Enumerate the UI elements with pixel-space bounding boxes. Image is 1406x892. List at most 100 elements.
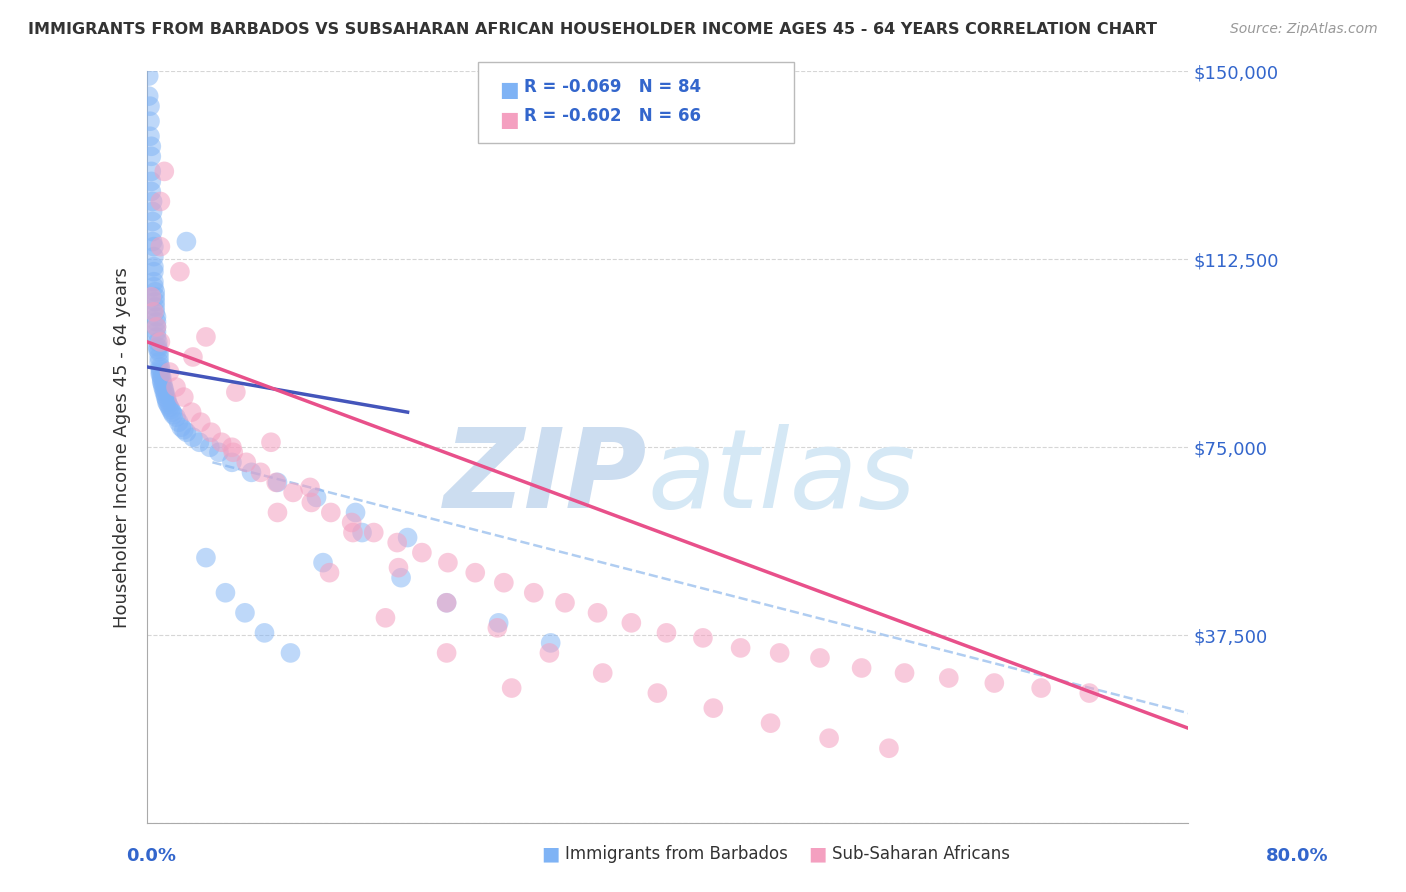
Point bbox=[142, 214, 165, 228]
Point bbox=[138, 89, 160, 103]
Point bbox=[159, 365, 181, 379]
Text: ■: ■ bbox=[808, 845, 827, 863]
Point bbox=[143, 300, 166, 314]
Point bbox=[146, 340, 169, 354]
Point bbox=[702, 701, 724, 715]
Point bbox=[149, 194, 172, 209]
Point bbox=[176, 235, 198, 249]
Point bbox=[143, 294, 166, 309]
Point bbox=[173, 423, 195, 437]
Point bbox=[437, 556, 460, 570]
Point bbox=[142, 275, 165, 289]
Point bbox=[155, 387, 177, 401]
Point bbox=[851, 661, 873, 675]
Point bbox=[893, 665, 915, 680]
Text: Sub-Saharan Africans: Sub-Saharan Africans bbox=[832, 846, 1011, 863]
Point bbox=[142, 235, 165, 249]
Point bbox=[523, 586, 546, 600]
Point bbox=[620, 615, 643, 630]
Point bbox=[142, 239, 165, 253]
Point bbox=[538, 646, 561, 660]
Point bbox=[1031, 681, 1053, 695]
Point bbox=[240, 466, 263, 480]
Point bbox=[436, 596, 458, 610]
Point bbox=[655, 625, 678, 640]
Point bbox=[249, 466, 271, 480]
Point bbox=[149, 368, 172, 382]
Point bbox=[139, 114, 162, 128]
Point bbox=[225, 385, 247, 400]
Point bbox=[769, 646, 792, 660]
Point bbox=[266, 475, 288, 490]
Point bbox=[141, 139, 163, 153]
Text: ■: ■ bbox=[499, 110, 519, 129]
Point bbox=[145, 330, 167, 344]
Point bbox=[142, 260, 165, 274]
Point bbox=[162, 408, 184, 422]
Point bbox=[153, 383, 176, 397]
Point bbox=[165, 380, 187, 394]
Point bbox=[983, 676, 1005, 690]
Point bbox=[299, 495, 322, 509]
Point bbox=[159, 400, 181, 414]
Point bbox=[436, 646, 458, 660]
Point bbox=[142, 265, 165, 279]
Point bbox=[253, 625, 276, 640]
Point bbox=[877, 741, 900, 756]
Point bbox=[389, 571, 412, 585]
Point bbox=[214, 586, 236, 600]
Y-axis label: Householder Income Ages 45 - 64 years: Householder Income Ages 45 - 64 years bbox=[114, 267, 131, 628]
Point bbox=[260, 435, 283, 450]
Point bbox=[233, 606, 256, 620]
Point bbox=[141, 290, 163, 304]
Point bbox=[342, 525, 364, 540]
Point bbox=[488, 615, 510, 630]
Point bbox=[344, 506, 367, 520]
Point bbox=[352, 525, 374, 540]
Point bbox=[374, 611, 396, 625]
Point bbox=[411, 546, 433, 560]
Point bbox=[149, 365, 172, 379]
Point bbox=[169, 265, 191, 279]
Point bbox=[173, 390, 195, 404]
Point bbox=[142, 225, 165, 239]
Point bbox=[141, 174, 163, 188]
Point bbox=[188, 435, 211, 450]
Point bbox=[1078, 686, 1101, 700]
Point bbox=[181, 350, 204, 364]
Text: Source: ZipAtlas.com: Source: ZipAtlas.com bbox=[1230, 22, 1378, 37]
Point bbox=[194, 330, 217, 344]
Point bbox=[305, 491, 328, 505]
Text: ■: ■ bbox=[541, 845, 560, 863]
Point bbox=[176, 425, 198, 440]
Point bbox=[208, 445, 231, 459]
Point bbox=[319, 506, 342, 520]
Point bbox=[492, 575, 515, 590]
Point bbox=[146, 334, 169, 349]
Point bbox=[298, 480, 321, 494]
Point bbox=[152, 377, 174, 392]
Text: ZIP: ZIP bbox=[443, 424, 647, 531]
Point bbox=[145, 319, 167, 334]
Point bbox=[143, 305, 166, 319]
Point bbox=[150, 370, 173, 384]
Point bbox=[170, 420, 193, 434]
Point bbox=[139, 99, 162, 113]
Point bbox=[692, 631, 714, 645]
Point bbox=[149, 239, 172, 253]
Point bbox=[142, 279, 165, 293]
Point bbox=[387, 560, 409, 574]
Point bbox=[142, 204, 165, 219]
Point bbox=[281, 485, 304, 500]
Point bbox=[436, 596, 458, 610]
Point bbox=[222, 445, 245, 459]
Point bbox=[148, 345, 170, 359]
Point bbox=[592, 665, 614, 680]
Point bbox=[141, 185, 163, 199]
Point bbox=[142, 305, 165, 319]
Point bbox=[554, 596, 576, 610]
Point bbox=[363, 525, 385, 540]
Point bbox=[312, 556, 335, 570]
Point bbox=[145, 319, 167, 334]
Point bbox=[759, 716, 782, 731]
